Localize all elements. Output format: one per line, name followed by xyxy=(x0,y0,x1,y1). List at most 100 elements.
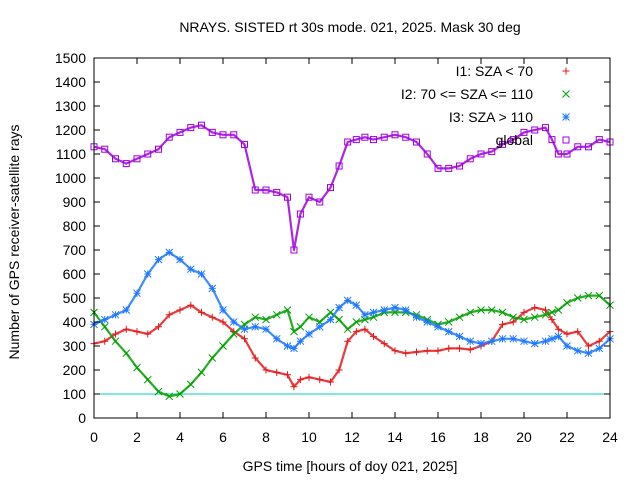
series-1-point xyxy=(176,306,184,314)
legend-marker-4 xyxy=(562,136,570,144)
series-3-point xyxy=(283,342,292,350)
y-tick-label: 200 xyxy=(63,362,87,378)
series-4-point xyxy=(305,193,313,201)
series-1-point xyxy=(423,347,431,355)
series-2 xyxy=(90,291,614,401)
y-tick-label: 1500 xyxy=(55,50,86,66)
series-2-point xyxy=(100,322,109,331)
series-4-point xyxy=(477,150,485,158)
series-4-point xyxy=(284,193,291,201)
series-1-point xyxy=(187,301,195,309)
series-2-point xyxy=(509,313,518,322)
series-2-point xyxy=(466,308,475,317)
x-tick-label: 14 xyxy=(387,429,403,445)
series-1-point xyxy=(499,320,506,328)
series-3-point xyxy=(466,337,475,346)
y-tick-label: 1400 xyxy=(55,74,86,90)
legend: I1: SZA < 70 I2: 70 <= SZA <= 110 I3: SZA … xyxy=(401,63,570,148)
series-2-point xyxy=(251,313,260,322)
series-2-point xyxy=(154,387,163,396)
y-tick-label: 1200 xyxy=(55,122,86,138)
series-4-point xyxy=(165,133,173,141)
y-tick-label: 500 xyxy=(63,290,87,306)
series-2-point xyxy=(272,310,281,319)
series-3-point xyxy=(165,248,174,257)
series-1-point xyxy=(198,308,205,316)
y-tick-label: 700 xyxy=(63,242,87,258)
series-2-point xyxy=(197,368,206,377)
series-3-point xyxy=(401,306,410,314)
series-1 xyxy=(90,301,614,391)
series-3-point xyxy=(343,296,352,305)
series-3-point xyxy=(208,284,217,293)
series-1-point xyxy=(380,340,388,348)
x-tick-label: 6 xyxy=(219,429,227,445)
series-4-point xyxy=(520,128,528,136)
series-layer xyxy=(90,121,614,401)
series-1-point xyxy=(155,323,162,331)
series-1-trace xyxy=(93,304,611,388)
series-3-point xyxy=(219,306,227,314)
series-2-point xyxy=(584,291,593,300)
x-tick-label: 18 xyxy=(473,429,489,445)
series-1-point xyxy=(563,330,571,338)
series-4-point xyxy=(101,145,109,153)
x-tick-label: 2 xyxy=(133,429,141,445)
y-axis-label: Number of GPS receiver-satellite rays xyxy=(6,125,22,360)
series-1-point xyxy=(413,348,420,356)
series-1-point xyxy=(284,371,291,379)
y-tick-label: 1000 xyxy=(55,170,86,186)
series-4-point xyxy=(563,150,571,158)
series-3-point xyxy=(423,318,432,326)
series-1-point xyxy=(344,337,352,345)
series-2-point xyxy=(290,327,298,336)
series-4-point xyxy=(273,188,281,196)
series-1-point xyxy=(101,337,109,345)
series-4-point xyxy=(499,140,506,148)
series-4-point xyxy=(413,138,420,146)
series-4-point xyxy=(144,150,152,158)
series-1-point xyxy=(370,332,377,340)
series-1-point xyxy=(305,373,313,381)
series-2-point xyxy=(283,306,292,314)
series-2-point xyxy=(165,392,174,401)
series-2-point xyxy=(133,363,141,372)
series-4-point xyxy=(352,136,360,144)
y-tick-label: 600 xyxy=(63,266,87,282)
series-2-point xyxy=(296,322,305,331)
series-2-point xyxy=(111,337,120,346)
series-1-point xyxy=(456,344,463,352)
series-4-point xyxy=(509,136,517,144)
series-1-point xyxy=(335,366,343,374)
series-3-point xyxy=(369,308,378,317)
series-3-point xyxy=(133,289,141,298)
series-3-point xyxy=(434,322,442,331)
series-3-point xyxy=(272,334,281,343)
series-2-point xyxy=(176,390,184,398)
series-3-point xyxy=(251,322,260,331)
series-2-point xyxy=(563,298,571,307)
series-3-point xyxy=(197,270,206,278)
series-1-point xyxy=(241,335,248,343)
y-tick-label: 1100 xyxy=(56,146,86,162)
series-3-point xyxy=(100,315,109,324)
series-2-point xyxy=(477,306,485,314)
series-3-point xyxy=(154,255,163,264)
series-3-point xyxy=(477,339,485,348)
legend-label-1: I1: SZA < 70 xyxy=(456,63,534,79)
series-1-point xyxy=(219,318,227,326)
series-2-point xyxy=(305,313,313,322)
series-2-point xyxy=(548,308,556,317)
series-3-point xyxy=(122,306,131,314)
series-4-point xyxy=(112,155,119,163)
series-1-point xyxy=(402,349,410,357)
series-4-point xyxy=(531,126,539,134)
series-3-point xyxy=(548,334,556,343)
legend-label-4: global xyxy=(496,132,533,148)
series-3-point xyxy=(305,330,313,338)
series-1-point xyxy=(574,328,582,336)
series-2-point xyxy=(573,294,582,302)
legend-marker-2 xyxy=(562,90,570,98)
x-tick-label: 22 xyxy=(559,429,575,445)
series-4-point xyxy=(290,246,298,254)
